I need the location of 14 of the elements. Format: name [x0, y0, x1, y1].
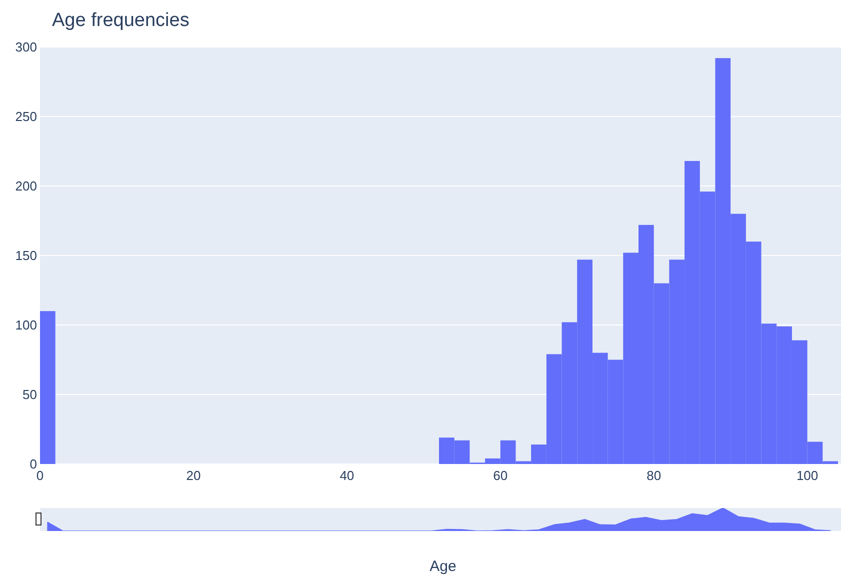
- y-tick-label: 250: [15, 109, 37, 124]
- y-tick-label: 50: [22, 387, 37, 402]
- y-tick-label: 200: [15, 178, 37, 194]
- x-axis-title: Age: [430, 558, 456, 575]
- chart-title: Age frequencies: [52, 10, 190, 31]
- y-tick-label: 300: [15, 40, 37, 55]
- y-tick-label: 100: [15, 318, 37, 333]
- y-tick-label: 0: [30, 456, 37, 472]
- x-tick-label: 40: [340, 468, 354, 483]
- x-tick-label: 100: [796, 468, 818, 483]
- y-tick-label: 150: [15, 248, 37, 264]
- x-tick-label: 60: [493, 468, 508, 483]
- x-tick-label: 20: [186, 468, 201, 483]
- x-tick-label: 80: [646, 468, 662, 483]
